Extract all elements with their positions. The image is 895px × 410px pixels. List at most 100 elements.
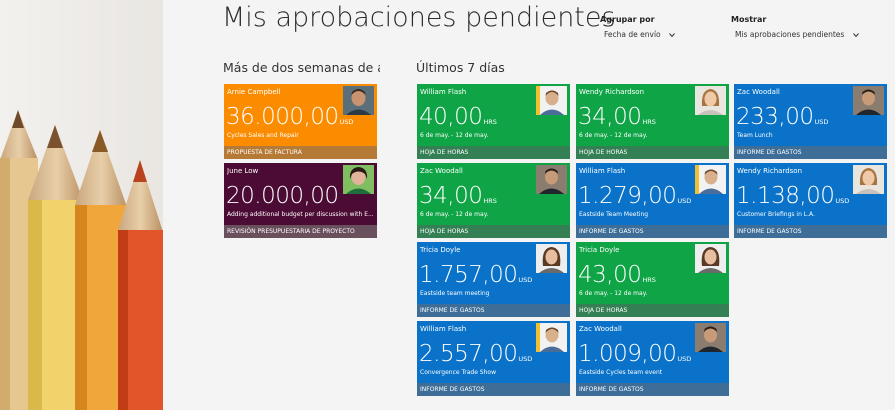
group-by-value: Fecha de envío [604,30,661,39]
approval-tile[interactable]: Wendy Richardson 1.138,00USD Customer Br… [734,163,887,238]
approval-tile[interactable]: Zac Woodall 233,00USD Team Lunch INFORME… [734,84,887,159]
avatar [536,244,567,273]
tile-category: INFORME DE GASTOS [417,304,570,317]
show-dropdown[interactable]: Mis aprobaciones pendientes [731,30,859,39]
avatar [343,86,374,115]
approval-tile[interactable]: Zac Woodall 34,00HRS 6 de may. - 12 de m… [417,163,570,238]
avatar [853,165,884,194]
avatar [536,165,567,194]
tile-description: Eastside Team Meeting [579,211,649,218]
tile-value: 1.138,00 [736,183,835,209]
chevron-down-icon [852,33,859,38]
tile-amount: 233,00USD [736,104,828,130]
tile-unit: USD [814,118,829,126]
tile-category: HOJA DE HORAS [576,146,729,159]
tile-description: Eastside team meeting [420,290,490,297]
tile-value: 1.009,00 [578,341,677,367]
tile-value: 1.757,00 [419,262,518,288]
show-value: Mis aprobaciones pendientes [735,30,845,39]
tile-amount: 40,00HRS [419,104,497,130]
chevron-down-icon [669,33,675,38]
approval-tile[interactable]: Arnie Campbell 36.000,00USD Cycles Sales… [224,84,377,159]
tile-description: 6 de may. - 12 de may. [579,132,648,139]
tile-category: INFORME DE GASTOS [576,383,729,396]
tile-value: 233,00 [736,104,814,130]
tile-unit: HRS [642,276,656,284]
tile-category: PROPUESTA DE FACTURA [224,146,377,159]
tile-value: 34,00 [419,183,483,209]
approval-tile[interactable]: William Flash 2.557,00USD Convergence Tr… [417,321,570,396]
tile-category: INFORME DE GASTOS [576,225,729,238]
tile-category: INFORME DE GASTOS [734,225,887,238]
show-control: Mostrar Mis aprobaciones pendientes [731,15,859,39]
tile-unit: USD [518,355,533,363]
tile-requester: Zac Woodall [579,325,622,333]
show-label: Mostrar [731,15,767,24]
tile-amount: 1.138,00USD [736,183,849,209]
tile-requester: Tricia Doyle [579,246,620,254]
tile-requester: William Flash [420,88,467,96]
tile-description: 6 de may. - 12 de may. [420,132,489,139]
tile-description: 6 de may. - 12 de may. [579,290,648,297]
tile-category: HOJA DE HORAS [417,146,570,159]
tile-category: INFORME DE GASTOS [417,383,570,396]
group-by-control: Agrupar por Fecha de envío [600,15,675,39]
tile-value: 1.279,00 [578,183,677,209]
tile-description: Team Lunch [737,132,773,139]
tile-description: Cycles Sales and Repair [227,132,299,139]
tile-description: Eastside Cycles team event [579,369,663,376]
tile-unit: HRS [483,197,497,205]
section-older: Más de dos semanas de ant [223,60,380,75]
colored-pencils-image [0,0,163,410]
tile-amount: 43,00HRS [578,262,656,288]
tile-amount: 1.279,00USD [578,183,691,209]
tile-requester: Tricia Doyle [420,246,461,254]
approval-tile[interactable]: Tricia Doyle 1.757,00USD Eastside team m… [417,242,570,317]
tile-amount: 20.000,00 [226,183,340,209]
group-by-label: Agrupar por [600,15,655,24]
tile-requester: William Flash [420,325,467,333]
tile-description: Adding additional budget per discussion … [227,211,374,218]
tile-amount: 1.009,00USD [578,341,691,367]
section-recent: Últimos 7 días [416,60,505,75]
tile-amount: 36.000,00USD [226,104,353,130]
tile-requester: Arnie Campbell [227,88,281,96]
tile-category: HOJA DE HORAS [417,225,570,238]
avatar [695,165,726,194]
tile-amount: 34,00HRS [578,104,656,130]
tile-unit: USD [677,355,692,363]
tile-requester: June Low [227,167,259,175]
avatar [853,86,884,115]
tile-description: Convergence Trade Show [420,369,496,376]
avatar [695,323,726,352]
tile-category: REVISIÓN PRESUPUESTARIA DE PROYECTO [224,225,377,238]
tile-description: 6 de may. - 12 de may. [420,211,489,218]
page-title: Mis aprobaciones pendientes [222,2,616,33]
tile-value: 2.557,00 [419,341,518,367]
tile-description: Customer Briefings in L.A. [737,211,815,218]
tile-amount: 2.557,00USD [419,341,532,367]
tile-value: 36.000,00 [226,104,339,130]
tile-value: 34,00 [578,104,642,130]
tile-value: 20.000,00 [226,183,339,209]
approval-tile[interactable]: Wendy Richardson 34,00HRS 6 de may. - 12… [576,84,729,159]
tile-category: HOJA DE HORAS [576,304,729,317]
approval-tile[interactable]: Zac Woodall 1.009,00USD Eastside Cycles … [576,321,729,396]
tile-amount: 1.757,00USD [419,262,532,288]
tile-unit: HRS [642,118,656,126]
tile-category: INFORME DE GASTOS [734,146,887,159]
tile-unit: HRS [483,118,497,126]
approval-tile[interactable]: June Low 20.000,00 Adding additional bud… [224,163,377,238]
avatar [343,165,374,194]
tile-unit: USD [835,197,850,205]
tile-unit: USD [339,118,354,126]
approval-tile[interactable]: William Flash 1.279,00USD Eastside Team … [576,163,729,238]
tile-requester: William Flash [579,167,626,175]
approval-tile[interactable]: Tricia Doyle 43,00HRS 6 de may. - 12 de … [576,242,729,317]
avatar [695,86,726,115]
approval-tile[interactable]: William Flash 40,00HRS 6 de may. - 12 de… [417,84,570,159]
avatar [536,86,567,115]
group-by-dropdown[interactable]: Fecha de envío [600,30,675,39]
tile-requester: Wendy Richardson [737,167,803,175]
tile-requester: Wendy Richardson [579,88,645,96]
